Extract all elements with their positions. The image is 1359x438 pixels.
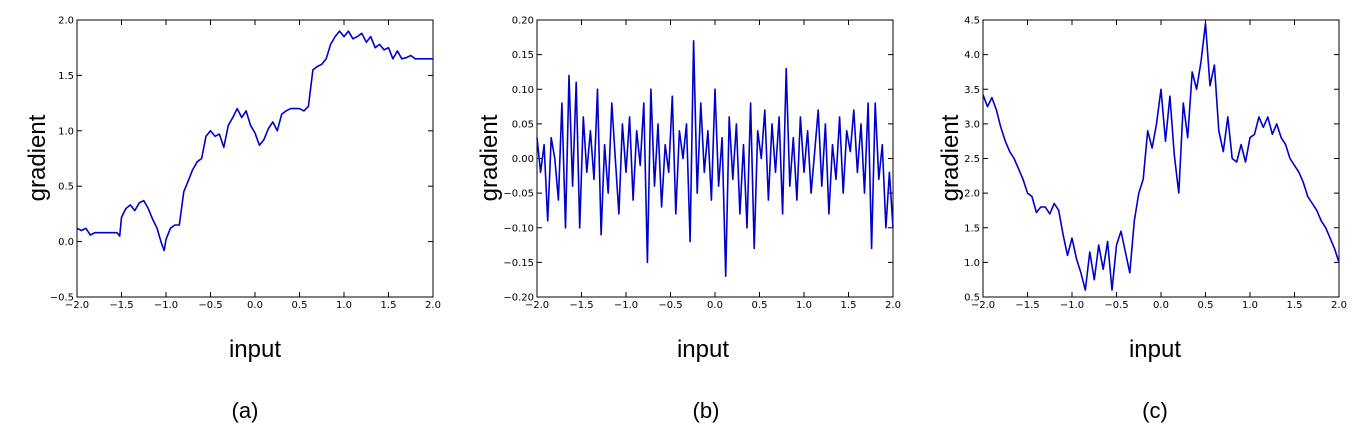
y-tick-label: 4.5 <box>964 16 980 27</box>
x-tick-label: −2.0 <box>525 300 549 311</box>
y-tick-label: 0.5 <box>964 293 980 304</box>
x-tick-label: −1.0 <box>154 300 178 311</box>
y-tick-label: 2.5 <box>964 154 980 165</box>
y-tick-label: −0.10 <box>503 223 534 234</box>
series-line-a <box>76 30 433 252</box>
x-tick-label: −0.5 <box>658 300 682 311</box>
y-tick-label: 0.00 <box>512 154 534 165</box>
y-tick-label: 3.0 <box>964 119 980 130</box>
series-line-b <box>536 40 894 277</box>
x-tick-label: 0.5 <box>752 300 768 311</box>
x-axis-label-a: input <box>229 336 281 363</box>
x-tick-label: 0.0 <box>707 300 723 311</box>
y-tick-label: 1.0 <box>58 126 74 137</box>
panel-b: −2.0 −1.5 −1.0 −0.5 0.0 0.5 1.0 1.5 2.0 −0.20−0.… <box>476 16 901 424</box>
plot-area-b <box>536 19 894 298</box>
x-tick-label: 1.0 <box>796 300 812 311</box>
y-ticks-c: 0.5 1.0 1.5 2.0 2.5 3.0 3.5 4.0 4.5 <box>964 16 1339 304</box>
y-tick-label: 0.15 <box>512 50 534 61</box>
x-tick-label: −1.5 <box>569 300 593 311</box>
plot-area-a <box>76 19 434 298</box>
x-ticks-c: −2.0 −1.5 −1.0 −0.5 0.0 0.5 1.0 1.5 2.0 <box>971 20 1347 311</box>
y-tick-label: 3.5 <box>964 85 980 96</box>
y-tick-label: 0.5 <box>58 182 74 193</box>
y-tick-label: −0.15 <box>503 258 534 269</box>
y-ticks-b: −0.20 −0.15 −0.10 −0.05 0.00 0.05 0.10 0.15 0.20 <box>503 16 893 304</box>
x-tick-label: 0.0 <box>1153 300 1169 311</box>
panel-label-b: (b) <box>693 398 720 423</box>
series-line-c <box>982 22 1340 291</box>
x-ticks-b: −2.0 −1.5 −1.0 −0.5 0.0 0.5 1.0 1.5 2.0 <box>525 20 901 311</box>
y-ticks-a: −0.5 0.0 0.5 1.0 1.5 2.0 <box>50 16 433 304</box>
x-axis-label-b: input <box>677 336 729 363</box>
x-tick-label: −1.5 <box>1015 300 1039 311</box>
x-axis-label-c: input <box>1129 336 1181 363</box>
y-axis-label-a: gradient <box>24 114 51 201</box>
x-tick-label: 0.5 <box>1198 300 1214 311</box>
y-tick-label: 0.0 <box>58 237 74 248</box>
y-tick-label: 1.0 <box>964 258 980 269</box>
y-tick-label: 2.0 <box>58 16 74 27</box>
x-tick-label: −0.5 <box>1104 300 1128 311</box>
y-tick-label: 1.5 <box>964 223 980 234</box>
y-tick-label: −0.5 <box>50 293 74 304</box>
x-tick-label: 0.5 <box>292 300 308 311</box>
x-tick-label: 2.0 <box>885 300 901 311</box>
y-tick-label: −0.05 <box>503 189 534 200</box>
panel-c: −2.0 −1.5 −1.0 −0.5 0.0 0.5 1.0 1.5 2.0 0.5 1.0 1.… <box>937 16 1347 424</box>
x-tick-label: −1.0 <box>1060 300 1084 311</box>
y-tick-label: −0.20 <box>503 293 534 304</box>
x-tick-label: 2.0 <box>425 300 441 311</box>
y-tick-label: 2.0 <box>964 189 980 200</box>
x-tick-label: −2.0 <box>971 300 995 311</box>
y-tick-label: 4.0 <box>964 50 980 61</box>
x-tick-label: 0.0 <box>247 300 263 311</box>
y-tick-label: 0.20 <box>512 16 534 27</box>
y-tick-label: 1.5 <box>58 71 74 82</box>
y-tick-label: 0.10 <box>512 85 534 96</box>
x-tick-label: −1.0 <box>614 300 638 311</box>
x-tick-label: 1.5 <box>1287 300 1303 311</box>
panel-label-c: (c) <box>1142 398 1168 423</box>
x-tick-label: 2.0 <box>1331 300 1347 311</box>
x-tick-label: 1.0 <box>336 300 352 311</box>
y-axis-label-c: gradient <box>937 114 964 201</box>
y-axis-label-b: gradient <box>476 114 503 201</box>
x-tick-label: −1.5 <box>109 300 133 311</box>
panel-label-a: (a) <box>232 398 259 423</box>
x-tick-label: −2.0 <box>65 300 89 311</box>
panel-a: −2.0 −1.5 −1.0 −0.5 0.0 0.5 1.0 1.5 2.0 −0.5 0.0 0… <box>24 16 441 424</box>
x-tick-label: 1.0 <box>1242 300 1258 311</box>
x-tick-label: −0.5 <box>198 300 222 311</box>
x-ticks-a: −2.0 −1.5 −1.0 −0.5 0.0 0.5 1.0 1.5 2.0 <box>65 20 441 311</box>
x-tick-label: 1.5 <box>381 300 397 311</box>
x-tick-label: 1.5 <box>841 300 857 311</box>
plot-area-c <box>982 19 1340 298</box>
y-tick-label: 0.05 <box>512 119 534 130</box>
